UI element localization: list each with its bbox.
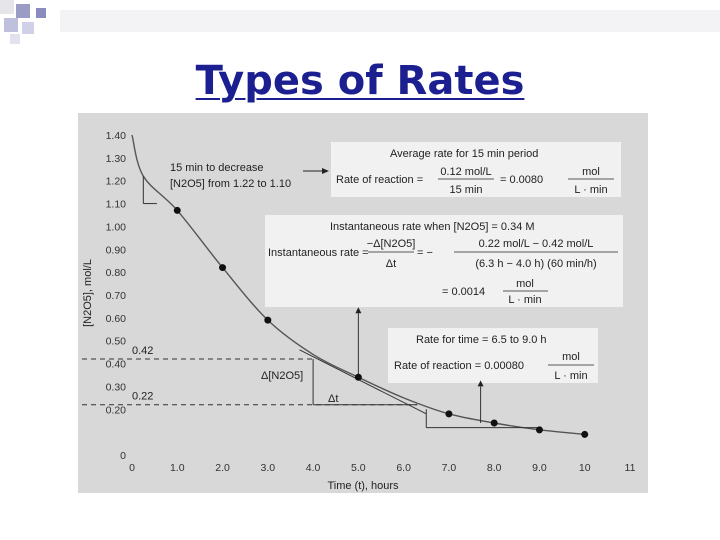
reference-label: 0.42 xyxy=(132,345,153,357)
decor-square xyxy=(36,8,46,18)
y-tick-label: 0.90 xyxy=(106,244,127,256)
x-tick-label: 3.0 xyxy=(261,462,276,474)
x-tick-label: 5.0 xyxy=(351,462,366,474)
note-15min-line2: [N2O5] from 1.22 to 1.10 xyxy=(170,178,291,190)
decor-square xyxy=(0,0,14,14)
y-tick-label: 0 xyxy=(120,450,126,462)
data-point xyxy=(173,206,181,214)
y-tick-label: 0.60 xyxy=(106,313,127,325)
period-arrowhead xyxy=(477,380,484,387)
reference-label: 0.22 xyxy=(132,391,153,403)
box2-unit-num: mol xyxy=(516,278,534,290)
box1-unit-num: mol xyxy=(582,166,600,178)
delta-time-label: Δt xyxy=(328,393,338,405)
tangent-line xyxy=(299,349,427,415)
y-tick-label: 1.10 xyxy=(106,199,127,211)
annotation-box-instantaneous xyxy=(265,215,623,307)
data-point xyxy=(219,264,227,272)
chart-panel: 0 0.20 0.30 0.40 0.50 0.60 0.70 0.80 0.90 1.00 1.1… xyxy=(78,113,648,493)
x-tick-label: 7.0 xyxy=(442,462,457,474)
box2-eq: = − xyxy=(417,247,433,259)
box1-heading: Average rate for 15 min period xyxy=(390,148,538,160)
decor-square xyxy=(10,34,20,44)
box1-mid: = 0.0080 xyxy=(500,174,543,186)
y-tick-label: 0.50 xyxy=(106,336,127,348)
decor-square xyxy=(22,22,34,34)
box2-heading: Instantaneous rate when [N2O5] = 0.34 M xyxy=(330,221,535,233)
rate-chart: 00.200.300.400.500.600.700.800.901.001.1… xyxy=(82,130,636,492)
x-tick-label: 10 xyxy=(579,462,591,474)
data-point xyxy=(264,316,272,324)
construction-lines xyxy=(142,176,540,429)
data-point xyxy=(354,373,362,381)
y-tick-label: 0.70 xyxy=(106,290,127,302)
box3-unit-num: mol xyxy=(562,351,580,363)
box1-prefix: Rate of reaction = xyxy=(336,174,423,186)
box2-result: = 0.0014 xyxy=(442,286,485,298)
decor-square xyxy=(16,4,30,18)
x-tick-label: 6.0 xyxy=(396,462,411,474)
box2-f1-den: Δt xyxy=(386,258,396,270)
box1-num: 0.12 mol/L xyxy=(440,166,491,178)
note-15min-line1: 15 min to decrease xyxy=(170,162,264,174)
x-tick-label: 9.0 xyxy=(532,462,547,474)
box3-unit-den: L · min xyxy=(554,370,587,382)
box2-unit-den: L · min xyxy=(508,294,541,306)
note-15min-arrowhead xyxy=(322,168,329,174)
x-tick-label: 1.0 xyxy=(170,462,185,474)
annotation-box-period xyxy=(388,328,598,383)
inst-rate-arrowhead xyxy=(355,307,362,314)
box3-prefix: Rate of reaction = 0.00080 xyxy=(394,360,524,372)
data-point xyxy=(535,426,543,434)
axes: 00.200.300.400.500.600.700.800.901.001.1… xyxy=(106,130,636,474)
delta-concentration-label: Δ[N2O5] xyxy=(261,370,303,382)
x-axis-label: Time (t), hours xyxy=(327,480,399,492)
y-tick-label: 1.00 xyxy=(106,221,127,233)
y-tick-label: 0.80 xyxy=(106,267,127,279)
y-tick-label: 0.20 xyxy=(106,404,127,416)
x-tick-label: 4.0 xyxy=(306,462,321,474)
box2-f2-den: (6.3 h − 4.0 h) (60 min/h) xyxy=(475,258,596,270)
x-tick-label: 0 xyxy=(129,462,135,474)
data-point xyxy=(581,430,589,438)
decor-strip xyxy=(60,10,720,32)
data-point xyxy=(445,410,453,418)
box1-unit-den: L · min xyxy=(574,184,607,196)
slide-title: Types of Rates xyxy=(195,58,525,104)
y-tick-label: 1.40 xyxy=(106,130,127,142)
reference-lines: 0.42 0.22 xyxy=(82,345,418,406)
box1-den: 15 min xyxy=(449,184,482,196)
data-points xyxy=(173,206,589,438)
decorative-squares xyxy=(0,0,720,44)
box2-prefix: Instantaneous rate = xyxy=(268,247,369,259)
decor-square xyxy=(4,18,18,32)
annotation-box-average xyxy=(331,142,621,197)
y-tick-label: 0.30 xyxy=(106,381,127,393)
y-tick-label: 1.20 xyxy=(106,176,127,188)
y-axis-label: [N2O5], mol/L xyxy=(82,259,94,327)
y-tick-label: 0.40 xyxy=(106,359,127,371)
box3-heading: Rate for time = 6.5 to 9.0 h xyxy=(416,334,547,346)
x-tick-label: 11 xyxy=(625,462,636,474)
box2-f1-num: −Δ[N2O5] xyxy=(367,238,416,250)
y-tick-label: 1.30 xyxy=(106,153,127,165)
data-point xyxy=(490,419,498,427)
x-tick-label: 8.0 xyxy=(487,462,502,474)
box2-f2-num: 0.22 mol/L − 0.42 mol/L xyxy=(479,238,594,250)
x-tick-label: 2.0 xyxy=(215,462,230,474)
